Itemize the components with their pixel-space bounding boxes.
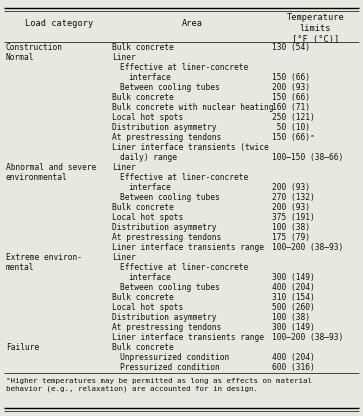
Text: 250 (121): 250 (121) <box>272 113 315 122</box>
Text: behavior (e.g., relaxation) are accounted for in design.: behavior (e.g., relaxation) are accounte… <box>6 386 258 393</box>
Text: 300 (149): 300 (149) <box>272 323 315 332</box>
Text: 200 (93): 200 (93) <box>272 83 310 92</box>
Text: 500 (260): 500 (260) <box>272 303 315 312</box>
Text: Liner: Liner <box>112 163 136 172</box>
Text: Liner interface transients range: Liner interface transients range <box>112 243 264 252</box>
Text: Between cooling tubes: Between cooling tubes <box>120 83 220 92</box>
Text: Bulk concrete: Bulk concrete <box>112 42 174 52</box>
Text: Load category: Load category <box>25 19 93 28</box>
Text: 300 (149): 300 (149) <box>272 273 315 282</box>
Text: 150 (66): 150 (66) <box>272 73 310 82</box>
Text: Distribution asymmetry: Distribution asymmetry <box>112 223 216 232</box>
Text: Construction: Construction <box>6 42 63 52</box>
Text: Extreme environ-: Extreme environ- <box>6 253 82 262</box>
Text: 270 (132): 270 (132) <box>272 193 315 202</box>
Text: Local hot spots: Local hot spots <box>112 303 183 312</box>
Text: 175 (79): 175 (79) <box>272 233 310 242</box>
Text: 200 (93): 200 (93) <box>272 203 310 212</box>
Text: 100 (38): 100 (38) <box>272 313 310 322</box>
Text: Local hot spots: Local hot spots <box>112 113 183 122</box>
Text: 400 (204): 400 (204) <box>272 354 315 362</box>
Text: Abnormal and severe: Abnormal and severe <box>6 163 96 172</box>
Text: Bulk concrete: Bulk concrete <box>112 93 174 102</box>
Text: 310 (154): 310 (154) <box>272 293 315 302</box>
Text: Pressurized condition: Pressurized condition <box>120 364 220 372</box>
Text: Effective at liner-concrete: Effective at liner-concrete <box>120 62 248 72</box>
Text: Local hot spots: Local hot spots <box>112 213 183 222</box>
Text: At prestressing tendons: At prestressing tendons <box>112 233 221 242</box>
Text: 100–200 (38–93): 100–200 (38–93) <box>272 333 343 342</box>
Text: Liner: Liner <box>112 52 136 62</box>
Text: 400 (204): 400 (204) <box>272 283 315 292</box>
Text: 600 (316): 600 (316) <box>272 364 315 372</box>
Text: Distribution asymmetry: Distribution asymmetry <box>112 313 216 322</box>
Text: At prestressing tendons: At prestressing tendons <box>112 323 221 332</box>
Text: ᵃHigher temperatures may be permitted as long as effects on material: ᵃHigher temperatures may be permitted as… <box>6 378 312 384</box>
Text: Temperature
limits
[°F (°C)]: Temperature limits [°F (°C)] <box>287 13 344 44</box>
Text: 100–150 (38–66): 100–150 (38–66) <box>272 153 343 162</box>
Text: Bulk concrete: Bulk concrete <box>112 344 174 352</box>
Text: Bulk concrete with nuclear heating: Bulk concrete with nuclear heating <box>112 103 273 112</box>
Text: 375 (191): 375 (191) <box>272 213 315 222</box>
Text: interface: interface <box>128 273 171 282</box>
Text: Between cooling tubes: Between cooling tubes <box>120 193 220 202</box>
Text: Bulk concrete: Bulk concrete <box>112 203 174 212</box>
Text: Failure: Failure <box>6 344 39 352</box>
Text: 160 (71): 160 (71) <box>272 103 310 112</box>
Text: 150 (66)ᵃ: 150 (66)ᵃ <box>272 133 315 142</box>
Text: 200 (93): 200 (93) <box>272 183 310 192</box>
Text: Distribution asymmetry: Distribution asymmetry <box>112 123 216 132</box>
Text: 50 (10): 50 (10) <box>272 123 310 132</box>
Text: Between cooling tubes: Between cooling tubes <box>120 283 220 292</box>
Text: daily) range: daily) range <box>120 153 177 162</box>
Text: Liner: Liner <box>112 253 136 262</box>
Text: Liner interface transients range: Liner interface transients range <box>112 333 264 342</box>
Text: Bulk concrete: Bulk concrete <box>112 293 174 302</box>
Text: Effective at liner-concrete: Effective at liner-concrete <box>120 263 248 272</box>
Text: mental: mental <box>6 263 34 272</box>
Text: 100 (38): 100 (38) <box>272 223 310 232</box>
Text: interface: interface <box>128 183 171 192</box>
Text: environmental: environmental <box>6 173 68 182</box>
Text: At prestressing tendons: At prestressing tendons <box>112 133 221 142</box>
Text: Effective at liner-concrete: Effective at liner-concrete <box>120 173 248 182</box>
Text: interface: interface <box>128 73 171 82</box>
Text: Normal: Normal <box>6 52 34 62</box>
Text: 130 (54): 130 (54) <box>272 42 310 52</box>
Text: Liner interface transients (twice: Liner interface transients (twice <box>112 143 269 152</box>
Text: Area: Area <box>182 19 203 28</box>
Text: 100–200 (38–93): 100–200 (38–93) <box>272 243 343 252</box>
Text: Unpressurized condition: Unpressurized condition <box>120 354 229 362</box>
Text: 150 (66): 150 (66) <box>272 93 310 102</box>
